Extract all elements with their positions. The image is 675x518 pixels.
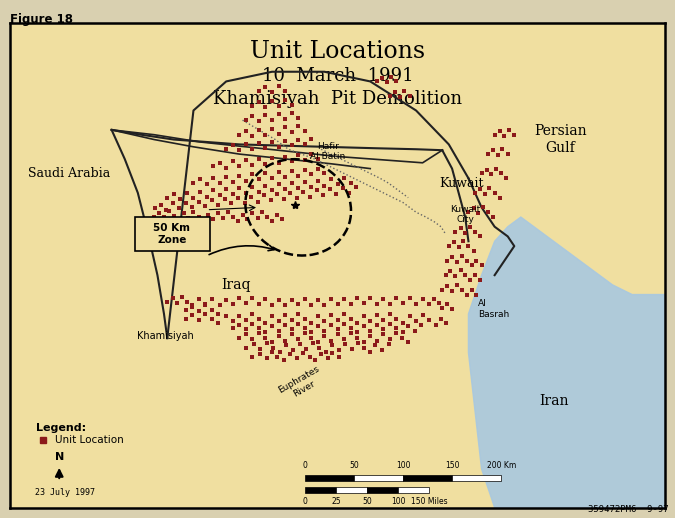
Text: 100: 100 — [396, 462, 410, 470]
Bar — [403, 475, 452, 481]
Bar — [452, 475, 501, 481]
Text: N: N — [55, 452, 64, 462]
Text: Khamisiyah  Pit Demolition: Khamisiyah Pit Demolition — [213, 90, 462, 108]
Text: Khamisiyah: Khamisiyah — [137, 330, 194, 341]
Text: Euphrates
River: Euphrates River — [277, 364, 326, 404]
Text: Legend:: Legend: — [36, 423, 86, 433]
Text: Al
Basrah: Al Basrah — [479, 299, 510, 319]
Polygon shape — [468, 217, 665, 508]
Text: Iran: Iran — [539, 394, 568, 408]
Text: 50: 50 — [349, 462, 358, 470]
FancyBboxPatch shape — [134, 217, 210, 251]
Text: 25: 25 — [331, 497, 341, 506]
Text: 150: 150 — [445, 462, 459, 470]
Bar — [304, 475, 354, 481]
Text: 50 Km
Zone: 50 Km Zone — [153, 223, 190, 245]
Text: 10  March  1991: 10 March 1991 — [262, 67, 413, 85]
Text: Unit Location: Unit Location — [55, 435, 124, 445]
Text: 100: 100 — [391, 497, 406, 506]
Text: Iraq: Iraq — [221, 278, 251, 292]
Text: Hafir
Al Batin: Hafir Al Batin — [310, 142, 346, 162]
Text: Unit Locations: Unit Locations — [250, 40, 425, 63]
Bar — [354, 475, 403, 481]
Text: 359472PM6  9-97: 359472PM6 9-97 — [588, 505, 668, 514]
Text: 150 Miles: 150 Miles — [411, 497, 448, 506]
Bar — [398, 487, 429, 493]
Text: Persian
Gulf: Persian Gulf — [534, 124, 587, 155]
Text: 200 Km: 200 Km — [487, 462, 516, 470]
Text: Kuwait: Kuwait — [439, 177, 484, 190]
Bar — [367, 487, 398, 493]
Text: Saudi Arabia: Saudi Arabia — [28, 167, 110, 180]
Text: Figure 18: Figure 18 — [10, 13, 73, 26]
Bar — [304, 487, 336, 493]
Text: 23 July 1997: 23 July 1997 — [35, 487, 95, 497]
Bar — [336, 487, 367, 493]
Text: 0: 0 — [302, 462, 307, 470]
Text: 50: 50 — [362, 497, 372, 506]
Text: 0: 0 — [302, 497, 307, 506]
Text: Kuwait
City: Kuwait City — [450, 205, 481, 224]
